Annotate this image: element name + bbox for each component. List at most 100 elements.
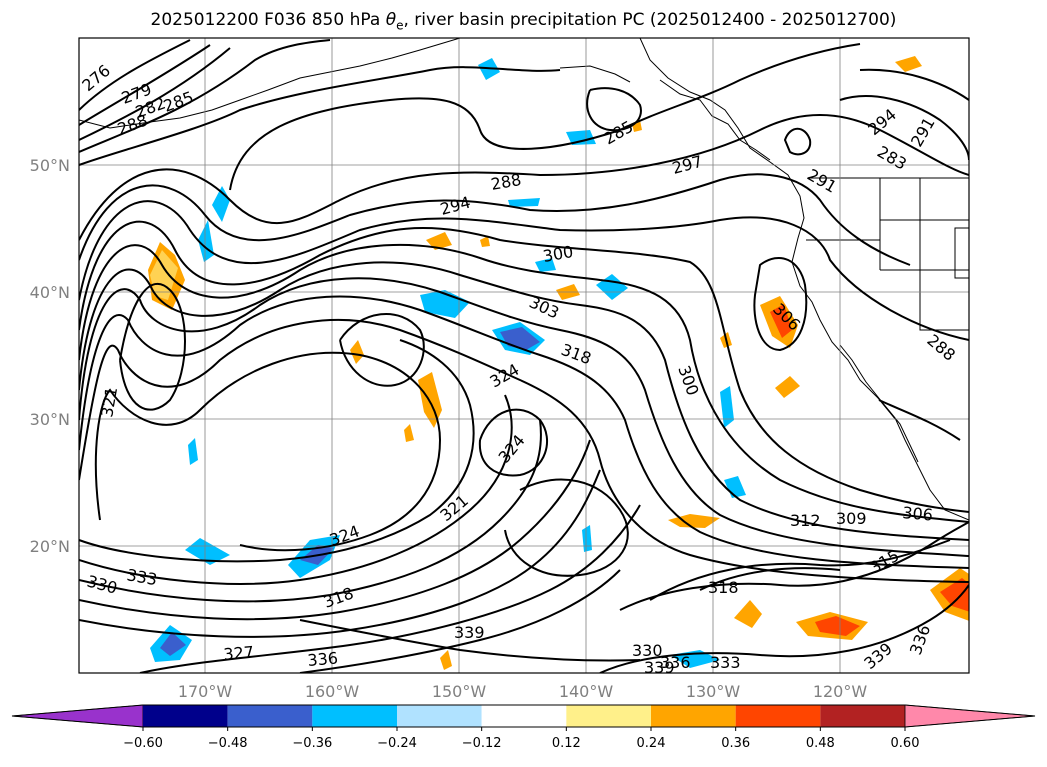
precip-patch [535, 258, 556, 272]
contour-label: 339 [454, 623, 485, 642]
map-frame [78, 37, 970, 674]
lat-label: 30°N [30, 410, 70, 429]
colorbar-tick-label: −0.24 [377, 736, 417, 751]
colorbar-extend-low [11, 704, 144, 728]
precip-patch [940, 578, 969, 612]
contour-label: 318 [708, 578, 739, 597]
precip-patch [668, 514, 720, 528]
panhandle-islands [659, 79, 771, 161]
lon-label: 120°W [813, 682, 868, 701]
lon-label: 130°W [686, 682, 741, 701]
colorbar-segment [820, 705, 905, 727]
lat-label: 50°N [30, 156, 70, 175]
contour-line [94, 351, 442, 552]
contour-line [839, 95, 969, 161]
contour-line [79, 339, 475, 563]
precip-patch [188, 438, 198, 465]
precip-patch [895, 56, 922, 72]
contour-line [229, 43, 861, 191]
contour-line [619, 521, 969, 611]
precip-patch [440, 650, 452, 670]
contour-line [878, 399, 961, 441]
contour-line [599, 584, 969, 673]
contour-line [79, 44, 211, 126]
lat-label: 20°N [30, 537, 70, 556]
precip-patch [420, 290, 470, 318]
contour-line [299, 619, 641, 662]
contour-line [478, 408, 549, 477]
colorbar-tick-label: −0.12 [462, 736, 502, 751]
colorbar-segment [227, 705, 313, 727]
colorbar-segment [651, 705, 736, 727]
contour-label: 327 [223, 642, 255, 664]
lat-label: 40°N [30, 283, 70, 302]
precip-patch [426, 232, 452, 250]
state-borders [806, 178, 969, 331]
precip-patch [770, 304, 792, 338]
contour-line [859, 68, 969, 101]
colorbar-segment [566, 705, 651, 727]
contour-line [79, 439, 591, 621]
figure-title: 2025012200 F036 850 hPa θe, river basin … [150, 10, 897, 33]
colorbar-segment [312, 705, 397, 727]
contour-line [79, 469, 601, 638]
contour-line [79, 394, 513, 585]
contour-line [649, 539, 951, 601]
colorbar-tick-label: −0.60 [123, 736, 163, 751]
colorbar-tick-label: 0.36 [721, 736, 750, 751]
contour-line [139, 504, 641, 673]
colorbar-tick-label: 0.48 [806, 736, 835, 751]
contour-label: 336 [307, 648, 339, 670]
contour-line [79, 277, 969, 557]
contour-label: 312 [790, 511, 821, 530]
contour-line [79, 173, 911, 266]
contour-label: 339 [644, 658, 675, 677]
contour-line [339, 313, 425, 387]
contour-line [79, 47, 231, 141]
contour-line [79, 319, 969, 583]
contour-line [783, 127, 812, 156]
longitude-labels: 170°W 160°W 150°W 140°W 130°W 120°W [178, 682, 868, 701]
theta-e-contours [79, 39, 969, 673]
precip-patch [566, 130, 596, 145]
contour-line [79, 66, 561, 166]
colorbar-segment [481, 705, 567, 727]
precip-patch [720, 386, 734, 428]
precip-patch [404, 424, 414, 442]
contour-line [79, 220, 969, 513]
precip-patch [480, 236, 490, 247]
precip-patch [350, 340, 364, 364]
contour-label: 336 [660, 653, 691, 672]
contour-label: 309 [836, 509, 867, 528]
colorbar-segment [397, 705, 482, 727]
precip-patch [185, 538, 230, 565]
colorbar-segment [143, 705, 228, 727]
precip-patch [150, 250, 178, 300]
precip-patch [508, 198, 540, 207]
contour-line [753, 256, 808, 352]
precip-patch [160, 632, 186, 656]
colorbar-tick-label: 0.24 [637, 736, 666, 751]
precip-patch [582, 525, 592, 552]
lon-label: 140°W [559, 682, 614, 701]
latitude-labels: 50°N 40°N 30°N 20°N [30, 156, 70, 556]
contour-line [586, 87, 642, 132]
contour-line [299, 569, 621, 673]
precip-patch [724, 476, 746, 498]
contour-line [79, 200, 969, 341]
precip-patch [775, 376, 800, 398]
contour-line [79, 39, 331, 153]
lon-label: 150°W [432, 682, 487, 701]
lon-label: 160°W [305, 682, 360, 701]
colorbar-tick-label: −0.48 [208, 736, 248, 751]
contour-line [119, 283, 186, 411]
precip-patch [815, 616, 860, 636]
contour-label: 330 [632, 641, 663, 660]
precip-patch [734, 600, 762, 628]
contour-line [504, 478, 629, 577]
contour-label: 333 [710, 653, 741, 672]
colorbar-extend-high [904, 704, 1036, 728]
colorbar-tick-label: −0.36 [292, 736, 332, 751]
contour-line [699, 567, 841, 591]
